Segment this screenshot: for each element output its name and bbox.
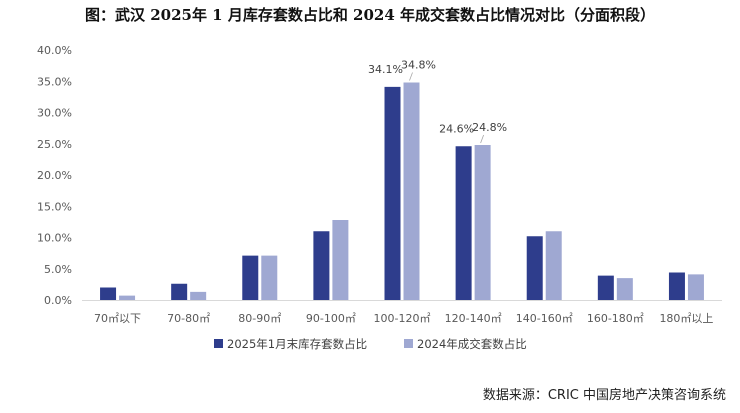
bar [119, 295, 136, 300]
legend-swatch [214, 339, 223, 348]
x-tick-label: 90-100㎡ [306, 312, 356, 325]
y-tick-label: 0.0% [44, 294, 72, 307]
bar [100, 287, 117, 300]
bar [668, 272, 685, 300]
legend-label: 2025年1月末库存套数占比 [227, 337, 367, 351]
data-label: 34.8% [401, 59, 436, 72]
y-tick-label: 25.0% [37, 138, 72, 151]
bar [403, 82, 420, 300]
y-tick-label: 15.0% [37, 200, 72, 213]
x-tick-label: 120-140㎡ [445, 312, 502, 325]
bar [242, 255, 259, 300]
data-labels: 34.1%34.8% 24.6%24.8% [368, 59, 507, 144]
x-tick-label: 100-120㎡ [374, 312, 431, 325]
legend: 2025年1月末库存套数占比 2024年成交套数占比 [214, 337, 527, 351]
bars [100, 82, 704, 300]
x-tick-label: 80-90㎡ [238, 312, 281, 325]
bar [384, 86, 401, 300]
y-tick-label: 20.0% [37, 169, 72, 182]
y-tick-label: 40.0% [37, 44, 72, 57]
data-label: 24.8% [472, 121, 507, 134]
bar [474, 145, 491, 300]
data-source-note: 数据来源：CRIC 中国房地产决策咨询系统 [482, 388, 726, 403]
y-tick-label: 35.0% [37, 75, 72, 88]
data-label-leader [480, 134, 484, 144]
bar [616, 278, 633, 300]
legend-swatch [404, 339, 413, 348]
data-label: 24.6% [439, 122, 474, 135]
y-tick-label: 30.0% [37, 107, 72, 120]
x-tick-label: 70-80㎡ [167, 312, 210, 325]
y-axis: 0.0% 5.0% 10.0% 15.0% 20.0% 25.0% 30.0% 35.0% 40… [37, 44, 72, 307]
x-tick-label: 180㎡以上 [659, 312, 713, 325]
bar [687, 274, 704, 300]
x-tick-label: 70㎡以下 [94, 312, 141, 325]
bar [455, 146, 472, 300]
bar [190, 291, 207, 300]
data-label: 34.1% [368, 63, 403, 76]
bar [332, 220, 349, 300]
bar [261, 255, 278, 300]
legend-label: 2024年成交套数占比 [417, 337, 527, 351]
chart-title: 图：武汉 2025年 1 月库存套数占比和 2024 年成交套数占比情况对比（分… [84, 6, 656, 24]
bar [597, 275, 614, 300]
y-tick-label: 10.0% [37, 232, 72, 245]
bar [526, 236, 543, 300]
x-tick-label: 160-180㎡ [587, 312, 644, 325]
data-label-leader [409, 72, 413, 81]
x-tick-label: 140-160㎡ [516, 312, 573, 325]
bar [313, 231, 330, 300]
bar [171, 283, 188, 300]
x-axis: 70㎡以下 70-80㎡ 80-90㎡ 90-100㎡ 100-120㎡ 120-140㎡… [82, 300, 722, 325]
y-tick-label: 5.0% [44, 263, 72, 276]
bar [545, 231, 562, 300]
